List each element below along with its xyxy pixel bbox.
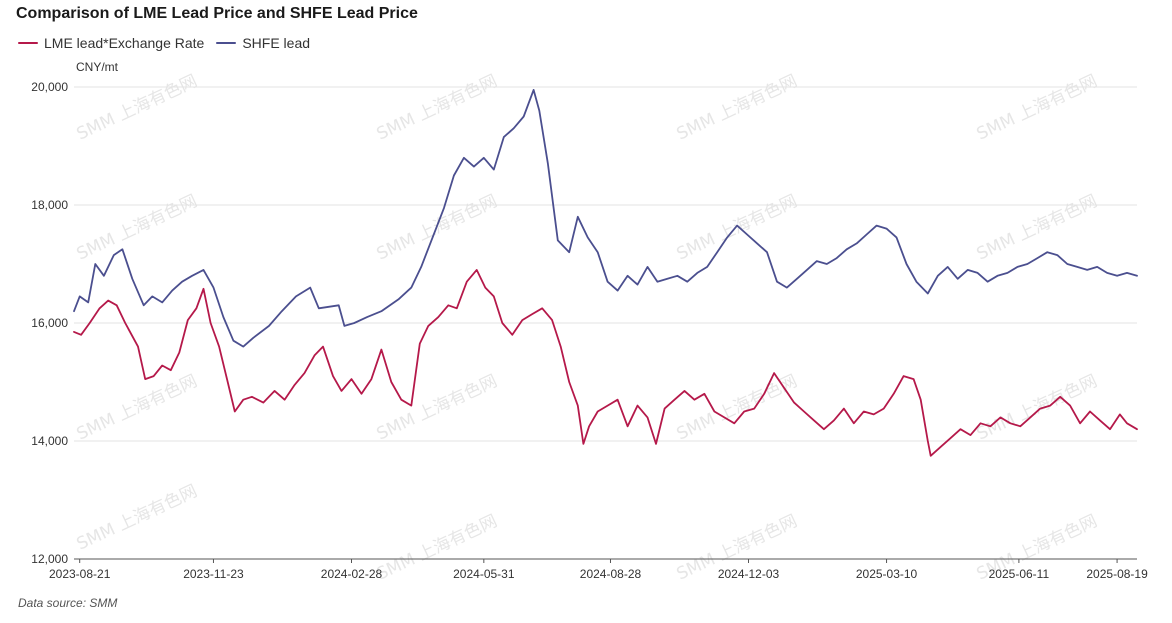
watermark-text: SMM 上海有色网 <box>74 371 201 444</box>
watermark-text: SMM 上海有色网 <box>674 371 801 444</box>
x-tick-label: 2025-06-11 <box>989 567 1050 581</box>
x-tick-label: 2024-02-28 <box>321 567 383 581</box>
y-tick-label: 14,000 <box>31 434 68 448</box>
y-axis-unit: CNY/mt <box>76 60 118 74</box>
x-tick-label: 2024-05-31 <box>453 567 515 581</box>
x-tick-label: 2023-11-23 <box>183 567 244 581</box>
y-tick-label: 20,000 <box>31 80 68 94</box>
series-line-shfe-lead[interactable] <box>73 89 1138 348</box>
series-line-lme-lead[interactable] <box>73 269 1138 457</box>
y-axis: 12,000 14,000 16,000 18,000 20,000 <box>31 80 68 566</box>
grid-lines <box>74 86 1137 560</box>
data-source: Data source: SMM <box>18 596 118 610</box>
watermark-text: SMM 上海有色网 <box>374 71 501 144</box>
x-tick-label: 2024-12-03 <box>718 567 780 581</box>
series-layer <box>73 89 1138 457</box>
x-tick-label: 2025-03-10 <box>856 567 918 581</box>
legend-item-shfe[interactable]: SHFE lead <box>216 35 310 51</box>
watermark-text: SMM 上海有色网 <box>74 481 201 554</box>
legend-swatch-lme <box>18 42 38 44</box>
y-tick-label: 16,000 <box>31 316 68 330</box>
legend-item-lme[interactable]: LME lead*Exchange Rate <box>18 35 204 51</box>
watermark-text: SMM 上海有色网 <box>374 371 501 444</box>
chart-title: Comparison of LME Lead Price and SHFE Le… <box>16 5 418 22</box>
watermark-text: SMM 上海有色网 <box>674 71 801 144</box>
y-tick-label: 18,000 <box>31 198 68 212</box>
x-axis: 2023-08-21 2023-11-23 2024-02-28 2024-05-31… <box>49 559 1148 581</box>
y-tick-label: 12,000 <box>31 552 68 566</box>
watermark-text: SMM 上海有色网 <box>974 371 1101 444</box>
watermark-text: SMM 上海有色网 <box>74 191 201 264</box>
watermark-text: SMM 上海有色网 <box>674 191 801 264</box>
watermark-text: SMM 上海有色网 <box>74 71 201 144</box>
legend-label-lme: LME lead*Exchange Rate <box>44 35 205 51</box>
x-tick-label: 2023-08-21 <box>49 567 111 581</box>
watermark-text: SMM 上海有色网 <box>974 191 1101 264</box>
x-tick-label: 2025-08-19 <box>1086 567 1148 581</box>
x-tick-label: 2024-08-28 <box>580 567 642 581</box>
watermark-text: SMM 上海有色网 <box>974 71 1101 144</box>
legend-label-shfe: SHFE lead <box>242 35 311 51</box>
legend-swatch-shfe <box>216 42 237 44</box>
legend: LME lead*Exchange Rate SHFE lead <box>18 35 322 51</box>
